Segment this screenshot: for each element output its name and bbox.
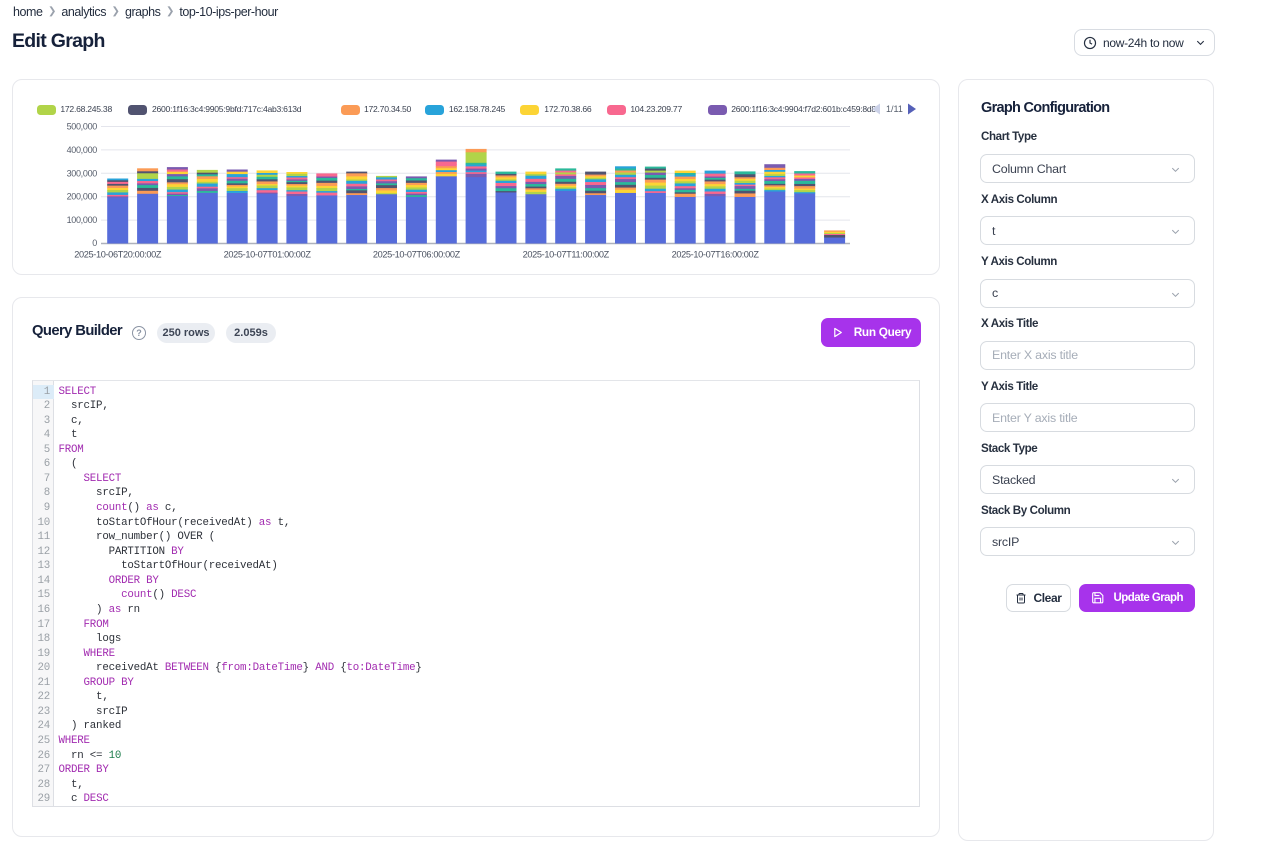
svg-text:100,000: 100,000 bbox=[67, 215, 98, 225]
svg-text:2025-10-07T11:00:00Z: 2025-10-07T11:00:00Z bbox=[523, 250, 610, 260]
svg-text:2025-10-07T01:00:00Z: 2025-10-07T01:00:00Z bbox=[224, 250, 312, 260]
svg-text:200,000: 200,000 bbox=[67, 192, 98, 202]
svg-text:2025-10-07T16:00:00Z: 2025-10-07T16:00:00Z bbox=[672, 250, 760, 260]
svg-text:500,000: 500,000 bbox=[67, 122, 98, 132]
svg-text:400,000: 400,000 bbox=[67, 145, 98, 155]
svg-text:2025-10-06T20:00:00Z: 2025-10-06T20:00:00Z bbox=[74, 250, 162, 260]
svg-text:2025-10-07T06:00:00Z: 2025-10-07T06:00:00Z bbox=[373, 250, 461, 260]
svg-text:300,000: 300,000 bbox=[67, 168, 98, 178]
svg-text:0: 0 bbox=[92, 238, 97, 248]
